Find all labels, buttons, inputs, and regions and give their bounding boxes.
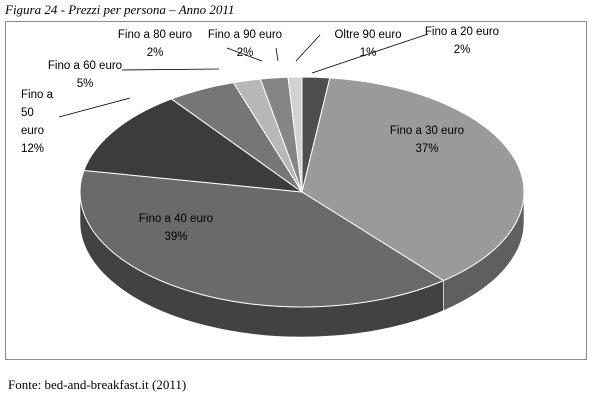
data-label-5: Fino a 60 euro 5%	[48, 60, 122, 90]
pie-slice-8	[287, 76, 303, 193]
pie-chart: Fino a 20 euro 2% Fino a 30 euro 37% Fino a …	[21, 26, 525, 338]
leader-line-8	[295, 34, 321, 62]
data-label-8: Oltre 90 euro 1%	[334, 29, 401, 59]
leader-line-5	[121, 68, 220, 71]
data-label-6: Fino a 80 euro 2%	[118, 29, 192, 59]
data-label-7: Fino a 90 euro 2%	[208, 29, 282, 59]
leader-line-1	[311, 33, 429, 74]
pie-slices	[79, 76, 525, 308]
data-label-1: Fino a 20 euro 2%	[425, 26, 499, 56]
data-label-2: Fino a 30 euro 37%	[390, 125, 464, 155]
source-note: Fonte: bed-and-breakfast.it (2011)	[8, 377, 187, 392]
pie-slice-4	[83, 98, 304, 193]
data-label-3: Fino a 40 euro 39%	[139, 213, 213, 243]
pie-slice-2	[301, 77, 525, 282]
pie-slice-3	[79, 169, 445, 308]
leader-line-6	[226, 47, 263, 62]
leader-lines	[58, 33, 429, 118]
data-label-4: Fino a 50 euro 12%	[21, 89, 54, 155]
leader-line-7	[275, 47, 279, 62]
leader-line-4	[58, 97, 131, 118]
figure-caption: Figura 24 - Prezzi per persona – Anno 20…	[5, 2, 235, 17]
data-labels: Fino a 20 euro 2% Fino a 30 euro 37% Fino a …	[21, 26, 499, 243]
